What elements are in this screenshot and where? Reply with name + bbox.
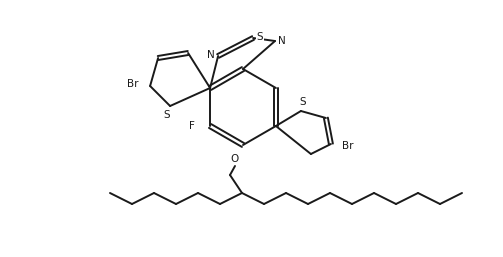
Text: F: F: [189, 121, 195, 131]
Text: S: S: [257, 32, 264, 42]
Text: N: N: [278, 36, 286, 46]
Text: Br: Br: [127, 79, 139, 89]
Text: Br: Br: [342, 141, 354, 151]
Text: S: S: [164, 110, 171, 120]
Text: N: N: [207, 50, 215, 60]
Text: O: O: [231, 154, 239, 164]
Text: S: S: [300, 97, 306, 107]
